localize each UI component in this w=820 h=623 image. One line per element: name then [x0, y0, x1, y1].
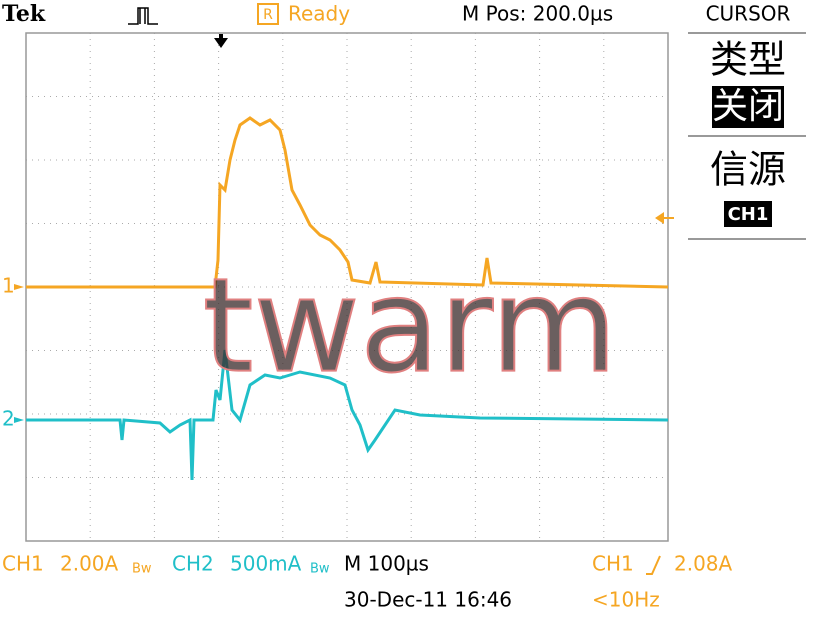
- menu-title: CURSOR: [706, 2, 791, 26]
- bw-icon: Bw: [132, 562, 152, 577]
- trigger-slope-icon: [646, 555, 661, 575]
- bw-icon: Bw: [310, 562, 330, 577]
- trigger-level-marker: [655, 212, 674, 224]
- ch2-marker-arrow: [14, 417, 24, 423]
- watermark: twarm: [203, 250, 618, 402]
- menu-label[interactable]: 信源: [710, 148, 786, 192]
- timebase: M 100µs: [344, 552, 429, 576]
- ch2-marker: 2: [2, 407, 15, 431]
- status-icon-box: [257, 3, 279, 25]
- trigger-level: 2.08A: [674, 552, 733, 576]
- menu-value-box: [712, 86, 784, 128]
- ch1-label: CH1: [2, 552, 44, 576]
- graticule: [26, 33, 668, 541]
- status-icon: R: [263, 7, 273, 23]
- menu-value-box: [724, 201, 772, 227]
- datetime: 30-Dec-11 16:46: [344, 588, 512, 612]
- trigger-source: CH1: [592, 552, 634, 576]
- status: Ready: [288, 2, 350, 26]
- trigger-position-marker: [214, 34, 228, 48]
- ch2-label: CH2: [172, 552, 214, 576]
- m-pos: M Pos: 200.0µs: [462, 2, 613, 26]
- ch1-scale: 2.00A: [60, 552, 119, 576]
- ch1-marker: 1: [2, 274, 15, 298]
- ch2-trace: [26, 349, 669, 481]
- ch1-trace: [26, 116, 669, 289]
- frequency: <10Hz: [592, 588, 660, 612]
- acq-icon: [128, 7, 158, 25]
- menu-value[interactable]: CH1: [728, 204, 769, 225]
- menu-value[interactable]: 关闭: [712, 86, 784, 127]
- menu-label[interactable]: 类型: [710, 38, 786, 82]
- brand: Tek: [2, 1, 46, 27]
- ch2-scale: 500mA: [230, 552, 302, 576]
- ch1-marker-arrow: [14, 284, 24, 290]
